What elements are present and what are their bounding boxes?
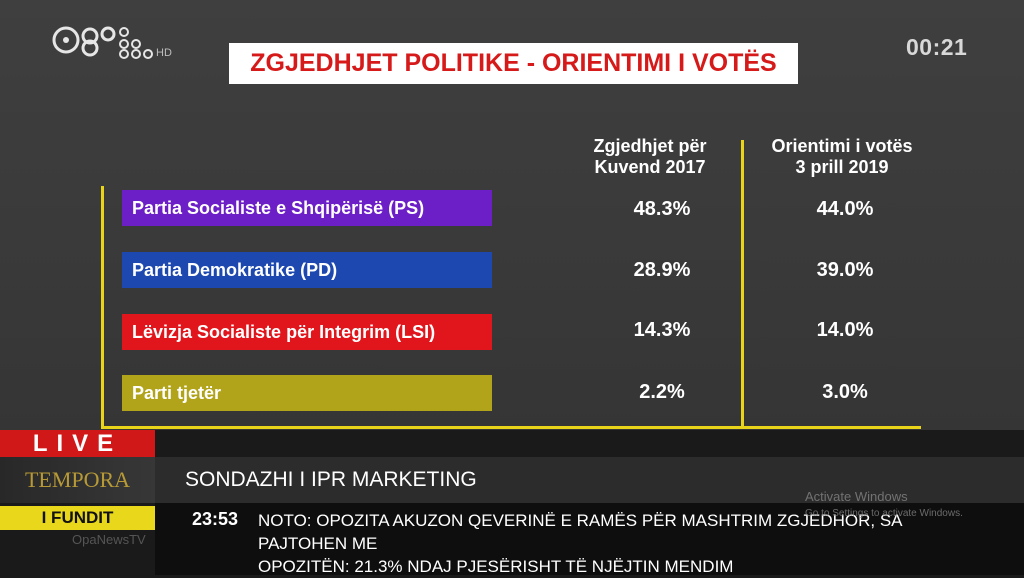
column-header-2019: Orientimi i votës 3 prill 2019 xyxy=(752,136,932,178)
table-divider-line xyxy=(741,140,744,429)
channel-logo-icon: HD xyxy=(52,26,172,59)
value-2019-lsi: 14.0% xyxy=(816,319,874,341)
live-badge: LIVE xyxy=(0,430,155,457)
column-header-2017-line1: Zgjedhjet për xyxy=(593,136,707,156)
column-header-2019-line2: 3 prill 2019 xyxy=(795,157,889,177)
value-2019-pd: 39.0% xyxy=(816,259,874,281)
activate-windows-watermark: Activate Windows Go to Settings to activ… xyxy=(805,488,963,522)
program-logo: TEMPORA xyxy=(0,457,155,503)
ticker-source-label: OpaNewsTV xyxy=(72,532,146,547)
table-left-line xyxy=(101,186,104,429)
ticker-text: NOTO: OPOZITA AKUZON QEVERINË E RAMËS PË… xyxy=(258,509,948,578)
ticker-text-line2: OPOZITËN: 21.3% NDAJ PJESËRISHT TË NJËJT… xyxy=(258,557,734,576)
value-2019-ps: 44.0% xyxy=(816,198,874,220)
value-2017-other: 2.2% xyxy=(639,381,685,403)
value-2017-ps: 48.3% xyxy=(633,198,691,220)
column-header-2019-line1: Orientimi i votës xyxy=(771,136,913,156)
column-header-2017-line2: Kuvend 2017 xyxy=(594,157,706,177)
column-header-2017: Zgjedhjet për Kuvend 2017 xyxy=(570,136,730,178)
party-label-pd: Partia Demokratike (PD) xyxy=(122,252,492,288)
ticker-time: 23:53 xyxy=(192,509,239,529)
value-2019-other: 3.0% xyxy=(822,381,868,403)
headline-bar: SONDAZHI I IPR MARKETING xyxy=(155,457,1024,503)
headline-text: SONDAZHI I IPR MARKETING xyxy=(185,468,477,491)
broadcast-clock: 00:21 xyxy=(906,34,968,60)
table-bottom-line xyxy=(101,426,921,429)
party-label-ps: Partia Socialiste e Shqipërisë (PS) xyxy=(122,190,492,226)
breaking-label: I FUNDIT xyxy=(0,506,155,530)
svg-text:HD: HD xyxy=(156,47,172,59)
page-title: ZGJEDHJET POLITIKE - ORIENTIMI I VOTËS xyxy=(229,43,798,84)
party-label-lsi: Lëvizja Socialiste për Integrim (LSI) xyxy=(122,314,492,350)
news-ticker xyxy=(155,503,1024,575)
watermark-line2: Go to Settings to activate Windows. xyxy=(805,508,963,519)
value-2017-lsi: 14.3% xyxy=(633,319,691,341)
ticker-text-line1: NOTO: OPOZITA AKUZON QEVERINË E RAMËS PË… xyxy=(258,511,902,553)
party-label-other: Parti tjetër xyxy=(122,375,492,411)
value-2017-pd: 28.9% xyxy=(633,259,691,281)
watermark-line1: Activate Windows xyxy=(805,489,908,504)
